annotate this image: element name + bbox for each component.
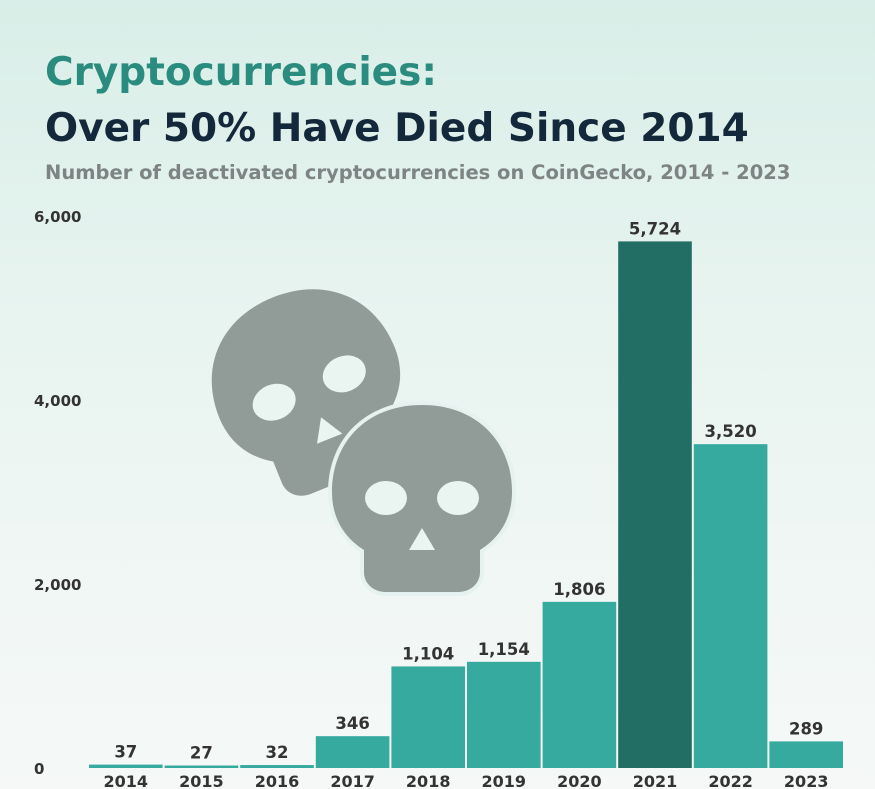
value-label-2020: 1,806 [553, 580, 605, 599]
y-tick-label: 2,000 [34, 576, 81, 594]
y-tick-label: 6,000 [34, 208, 81, 226]
bar-2021 [618, 241, 692, 769]
value-label-2021: 5,724 [629, 219, 681, 238]
bar-2014 [89, 764, 163, 768]
value-label-2018: 1,104 [402, 644, 454, 663]
x-tick-label-2021: 2021 [633, 772, 678, 789]
value-label-2017: 346 [335, 714, 369, 733]
value-label-2019: 1,154 [478, 640, 530, 659]
y-tick-label: 0 [34, 760, 44, 778]
bar-2019 [467, 661, 541, 768]
skulls-illustration [211, 289, 517, 596]
bar-2023 [769, 741, 843, 768]
x-tick-label-2015: 2015 [179, 772, 224, 789]
bars [89, 241, 843, 769]
value-label-2023: 289 [789, 719, 823, 738]
x-axis-labels: 2014 2015 2016 2017 2018 2019 2020 2021 2022 2023 [104, 772, 829, 789]
x-tick-label-2023: 2023 [784, 772, 829, 789]
y-tick-label: 4,000 [34, 392, 81, 410]
x-tick-label-2022: 2022 [708, 772, 753, 789]
value-label-2022: 3,520 [704, 422, 756, 441]
x-tick-label-2014: 2014 [104, 772, 149, 789]
bar-2016 [240, 765, 314, 768]
value-label-2015: 27 [190, 744, 213, 763]
y-axis: 0 2,000 4,000 6,000 [34, 208, 81, 778]
x-tick-label-2019: 2019 [482, 772, 527, 789]
bar-2015 [164, 765, 239, 768]
chart-title-line-2: Over 50% Have Died Since 2014 [45, 106, 749, 151]
skull-icon [327, 400, 517, 596]
bar-2022 [693, 444, 768, 768]
value-label-2014: 37 [114, 743, 137, 762]
x-tick-label-2016: 2016 [255, 772, 300, 789]
bar-2020 [542, 601, 617, 768]
chart-subtitle: Number of deactivated cryptocurrencies o… [45, 161, 791, 184]
x-tick-label-2020: 2020 [557, 772, 602, 789]
bar-2017 [315, 736, 390, 768]
x-tick-label-2018: 2018 [406, 772, 451, 789]
x-tick-label-2017: 2017 [330, 772, 375, 789]
bar-2018 [391, 666, 465, 768]
chart-title-line-1: Cryptocurrencies: [45, 50, 437, 95]
value-labels: 37 27 32 346 1,104 1,154 1,806 5,724 3,520 289 [114, 219, 823, 762]
value-label-2016: 32 [266, 743, 289, 762]
